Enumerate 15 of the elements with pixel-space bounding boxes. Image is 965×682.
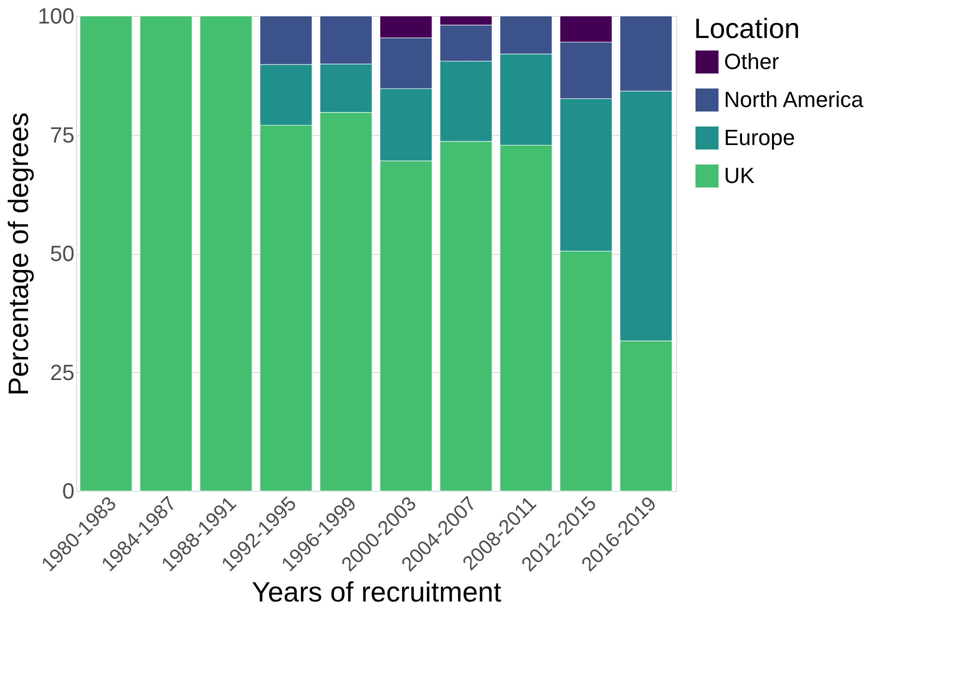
y-tick-label: 50 bbox=[50, 241, 74, 266]
y-tick-label: 100 bbox=[38, 4, 74, 28]
y-tick-label: 0 bbox=[62, 478, 74, 504]
y-axis-title: Percentage of degrees bbox=[2, 112, 34, 396]
bar bbox=[140, 16, 192, 492]
legend-label: Other bbox=[724, 49, 780, 74]
y-tick-label: 25 bbox=[50, 360, 74, 385]
legend-label: UK bbox=[724, 163, 755, 188]
legend-label: North America bbox=[724, 87, 864, 112]
legend-title: Location bbox=[694, 13, 800, 44]
bar bbox=[200, 16, 252, 492]
legend-label: Europe bbox=[724, 125, 795, 150]
y-tick-label: 75 bbox=[50, 122, 74, 148]
bar bbox=[80, 16, 132, 492]
x-axis-title: Years of recruitment bbox=[252, 576, 502, 608]
